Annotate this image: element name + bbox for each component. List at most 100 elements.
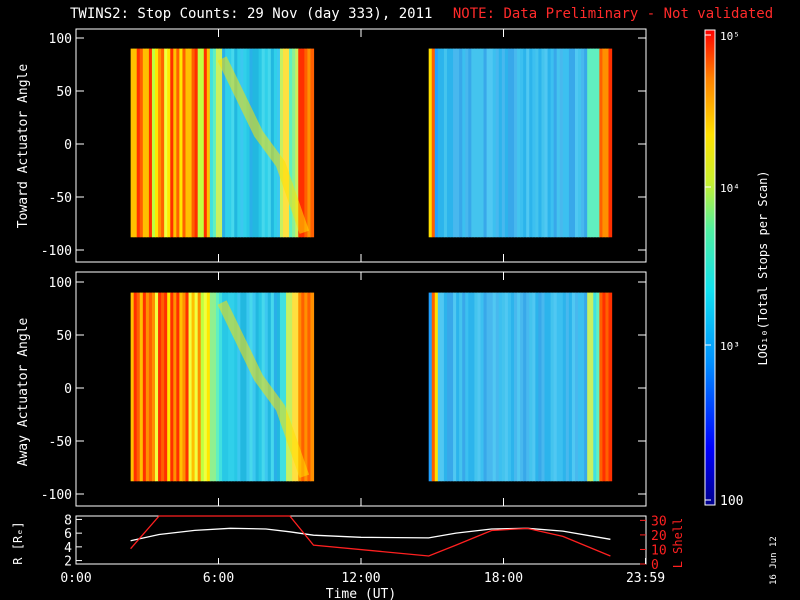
- orbit-r-line: [130, 527, 611, 542]
- away-heatmap-strip: [443, 292, 448, 482]
- away-heatmap-strip: [167, 292, 171, 482]
- toward-heatmap-strip: [450, 48, 454, 238]
- away-panel: 100 50 0 -50 -100 Away Actuator Angle: [16, 271, 647, 507]
- toward-heatmap-strip: [559, 48, 564, 238]
- away-heatmap-strip: [465, 292, 469, 482]
- away-heatmap-strip: [191, 292, 196, 482]
- toward-heatmap-strip: [532, 48, 536, 238]
- away-heatmap-strip: [459, 292, 463, 482]
- toward-heatmap-strip: [173, 48, 177, 238]
- away-heatmap-strip: [219, 292, 223, 482]
- away-heatmap-strip: [581, 292, 585, 482]
- toward-heatmap-strip: [492, 48, 497, 238]
- away-heatmap-strip: [151, 292, 156, 482]
- toward-heatmap-strip: [279, 48, 284, 238]
- away-heatmap-strip: [532, 292, 536, 482]
- away-heatmap-strip: [446, 292, 451, 482]
- away-heatmap-strip: [136, 292, 141, 482]
- orbit-lshell-line: [130, 515, 611, 557]
- toward-heatmap-strip: [538, 48, 543, 238]
- orbit-xtick-label: 0:00: [60, 571, 91, 586]
- toward-heatmap-strip: [164, 48, 168, 238]
- toward-heatmap-strip: [194, 48, 199, 238]
- toward-ytick-label: -100: [41, 244, 72, 259]
- toward-heatmap-strip: [498, 48, 503, 238]
- toward-heatmap-strip: [310, 48, 315, 238]
- toward-heatmap-strip: [553, 48, 558, 238]
- title-main: TWINS2: Stop Counts: 29 Nov (day 333), 2…: [70, 6, 433, 22]
- away-heatmap-strip: [161, 292, 165, 482]
- toward-heatmap-strip: [501, 48, 506, 238]
- toward-heatmap-strip: [304, 48, 309, 238]
- colorbar-ticks: 10⁵ 10⁴ 10³ 100: [705, 30, 743, 509]
- colorbar-tick-label: 10³: [720, 340, 740, 353]
- orbit-xtick-label: 12:00: [341, 571, 380, 586]
- date-stamp: 16 Jun 12: [769, 536, 779, 585]
- toward-heatmap-strip: [520, 48, 524, 238]
- toward-heatmap-strip: [155, 48, 159, 238]
- away-heatmap-strip: [529, 292, 533, 482]
- away-heatmap-strip: [514, 292, 518, 482]
- orbit-ytick-right-label: 0: [651, 558, 659, 573]
- colorbar-tick-label: 10⁵: [720, 30, 740, 43]
- toward-heatmap-strip: [541, 48, 546, 238]
- colorbar-frame: [704, 29, 716, 506]
- toward-heatmap-strip: [158, 48, 162, 238]
- away-heatmap-strip: [286, 292, 290, 482]
- toward-heatmap-strip: [185, 48, 190, 238]
- toward-heatmap-strip: [523, 48, 527, 238]
- away-heatmap-strip: [590, 292, 594, 482]
- toward-heatmap-strip: [298, 48, 302, 238]
- away-heatmap-strip: [249, 292, 254, 482]
- toward-heatmap-strip: [237, 48, 241, 238]
- toward-heatmap-strip: [148, 48, 153, 238]
- toward-heatmap-strip: [209, 48, 214, 238]
- toward-heatmap-strip: [136, 48, 141, 238]
- away-heatmap-strip: [608, 292, 613, 482]
- away-heatmap-strip: [477, 292, 482, 482]
- away-heatmap-strip: [523, 292, 527, 482]
- toward-heatmap-strip: [562, 48, 567, 238]
- away-heatmap-strip: [179, 292, 184, 482]
- away-ytick-label: -50: [49, 435, 72, 450]
- away-heatmap-strip: [526, 292, 530, 482]
- toward-heatmap-strip: [170, 48, 174, 238]
- away-heatmap-strip: [231, 292, 235, 482]
- toward-heatmap-strip: [489, 48, 494, 238]
- away-heatmap-strip: [298, 292, 302, 482]
- toward-heatmap-strip: [486, 48, 491, 238]
- away-heatmap-strip: [273, 292, 278, 482]
- toward-heatmap-strip: [587, 48, 591, 238]
- toward-heatmap-strip: [574, 48, 579, 238]
- away-heatmap-strip: [471, 292, 476, 482]
- toward-heatmap-strip: [443, 48, 448, 238]
- toward-heatmap-strip: [602, 48, 607, 238]
- toward-heatmap-strip: [273, 48, 278, 238]
- toward-heatmap-strip: [462, 48, 466, 238]
- away-heatmap-strip: [468, 292, 472, 482]
- away-heatmap-strip: [462, 292, 466, 482]
- away-heatmap-strip: [510, 292, 515, 482]
- toward-heatmap-strip: [465, 48, 469, 238]
- away-heatmap-strip: [492, 292, 497, 482]
- toward-heatmap-strip: [212, 48, 217, 238]
- toward-heatmap-strip: [504, 48, 509, 238]
- away-heatmap-strip: [437, 292, 442, 482]
- away-heatmap-strip: [596, 292, 600, 482]
- toward-heatmap-strip: [179, 48, 184, 238]
- toward-heatmap-strip: [605, 48, 610, 238]
- away-heatmap-strip: [593, 292, 597, 482]
- away-axis-ticks: 100 50 0 -50 -100: [41, 272, 647, 506]
- toward-heatmap-strip: [535, 48, 540, 238]
- away-heatmap-strip: [517, 292, 521, 482]
- orbit-frame: [75, 515, 647, 565]
- toward-ytick-label: -50: [49, 191, 72, 206]
- away-heatmap-strip: [456, 292, 460, 482]
- away-heatmap-strip: [170, 292, 174, 482]
- toward-heatmap-band: [217, 56, 310, 234]
- toward-heatmap-strip: [307, 48, 312, 238]
- away-heatmap-strip: [164, 292, 168, 482]
- away-heatmap-strip: [559, 292, 564, 482]
- away-heatmap-strip: [139, 292, 144, 482]
